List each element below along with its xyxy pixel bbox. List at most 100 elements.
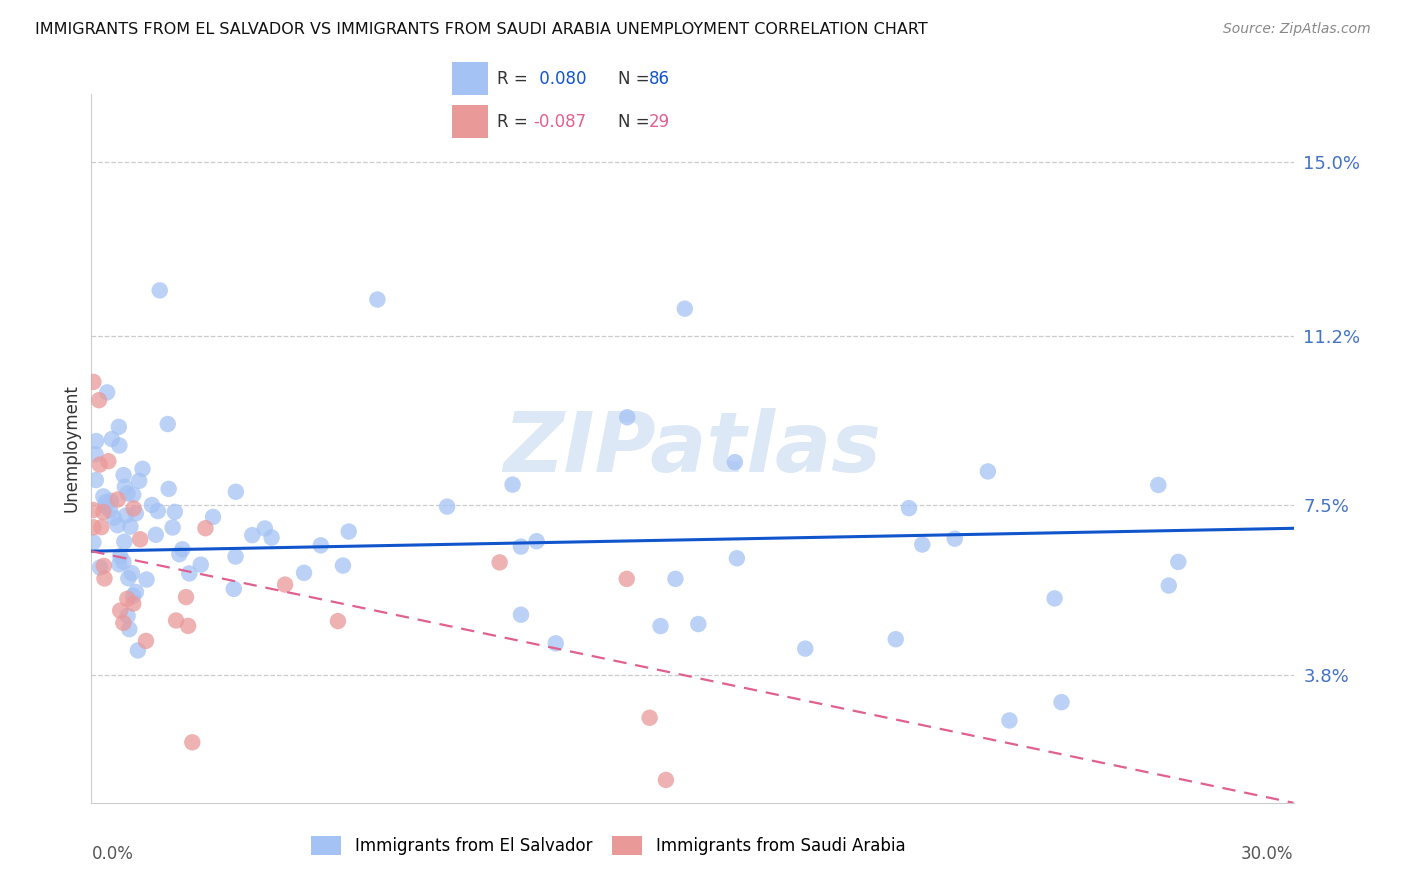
Point	[1043, 591, 1066, 606]
Point	[650, 619, 672, 633]
Point	[326, 614, 349, 628]
Text: 0.0%: 0.0%	[91, 846, 134, 863]
Point	[794, 641, 817, 656]
Point	[436, 500, 458, 514]
Point	[664, 572, 686, 586]
Text: N =: N =	[619, 70, 655, 87]
Point	[135, 573, 157, 587]
Point	[107, 420, 129, 434]
Point	[509, 540, 531, 554]
Point	[125, 507, 148, 521]
Point	[110, 549, 132, 563]
Text: IMMIGRANTS FROM EL SALVADOR VS IMMIGRANTS FROM SAUDI ARABIA UNEMPLOYMENT CORRELA: IMMIGRANTS FROM EL SALVADOR VS IMMIGRANT…	[35, 22, 928, 37]
Point	[1050, 695, 1073, 709]
Point	[117, 591, 139, 606]
Point	[93, 490, 115, 504]
Point	[112, 555, 135, 569]
Y-axis label: Unemployment: Unemployment	[62, 384, 80, 512]
Point	[97, 454, 120, 468]
Point	[145, 528, 167, 542]
Point	[174, 590, 197, 604]
Point	[274, 577, 297, 591]
Point	[260, 531, 283, 545]
Point	[725, 551, 748, 566]
Point	[181, 735, 204, 749]
Point	[225, 549, 247, 564]
Point	[108, 558, 131, 572]
Point	[127, 643, 149, 657]
Point	[146, 504, 169, 518]
Point	[884, 632, 907, 647]
Point	[655, 772, 678, 787]
Point	[190, 558, 212, 572]
Point	[943, 532, 966, 546]
Point	[673, 301, 696, 316]
Point	[1147, 478, 1170, 492]
Point	[688, 617, 710, 632]
Point	[107, 518, 129, 533]
Point	[898, 501, 921, 516]
Point	[131, 462, 153, 476]
Point	[93, 558, 115, 573]
Point	[510, 607, 533, 622]
Point	[488, 556, 510, 570]
Point	[82, 535, 104, 549]
Point	[157, 482, 180, 496]
Point	[115, 508, 138, 523]
Point	[84, 434, 107, 448]
Point	[135, 634, 157, 648]
Point	[309, 538, 332, 552]
Point	[616, 410, 638, 425]
Point	[112, 534, 135, 549]
Point	[1167, 555, 1189, 569]
Point	[82, 375, 104, 389]
Point	[1157, 578, 1180, 592]
Text: 0.080: 0.080	[534, 70, 586, 87]
Point	[526, 534, 548, 549]
Point	[998, 714, 1021, 728]
Point	[82, 503, 104, 517]
Point	[169, 547, 191, 561]
Point	[122, 488, 145, 502]
Point	[84, 473, 107, 487]
Point	[141, 498, 163, 512]
Text: 30.0%: 30.0%	[1241, 846, 1294, 863]
Point	[117, 571, 139, 585]
Point	[117, 486, 139, 500]
Point	[101, 432, 124, 446]
Point	[194, 521, 217, 535]
Point	[165, 614, 187, 628]
Point	[129, 533, 152, 547]
Point	[114, 480, 136, 494]
Text: 86: 86	[648, 70, 669, 87]
Point	[117, 608, 139, 623]
Point	[179, 566, 201, 581]
Text: 29: 29	[648, 113, 669, 131]
Point	[112, 468, 135, 483]
Point	[89, 458, 111, 472]
Point	[98, 503, 121, 517]
Point	[87, 393, 110, 408]
Text: R =: R =	[498, 70, 533, 87]
Point	[172, 542, 194, 557]
Point	[638, 711, 661, 725]
Point	[162, 520, 184, 534]
Point	[502, 477, 524, 491]
Bar	[451, 62, 488, 95]
Point	[724, 455, 747, 469]
Point	[977, 465, 1000, 479]
Point	[122, 597, 145, 611]
Point	[544, 636, 567, 650]
Text: Source: ZipAtlas.com: Source: ZipAtlas.com	[1223, 22, 1371, 37]
Point	[332, 558, 354, 573]
Point	[337, 524, 360, 539]
Point	[94, 499, 117, 513]
Text: -0.087: -0.087	[534, 113, 586, 131]
Point	[107, 492, 129, 507]
Text: N =: N =	[619, 113, 655, 131]
Point	[202, 510, 225, 524]
Bar	[451, 105, 488, 138]
Point	[366, 293, 388, 307]
Point	[103, 510, 125, 524]
Point	[108, 438, 131, 452]
